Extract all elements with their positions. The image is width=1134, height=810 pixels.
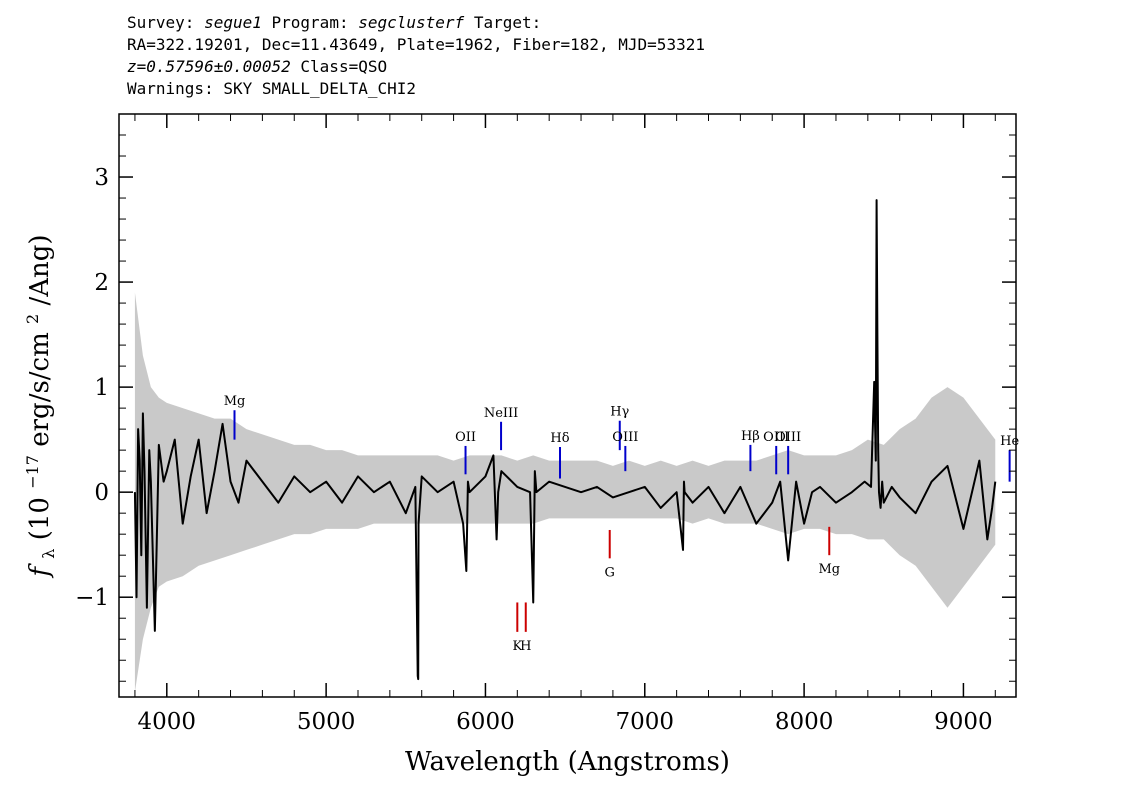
header-line-survey: Survey: segue1 Program: segclusterf Targ… bbox=[127, 12, 1027, 34]
y-axis-label-subscript: λ bbox=[39, 549, 58, 559]
absorption-line-label: Mg bbox=[818, 562, 840, 577]
y-tick-label: 0 bbox=[94, 480, 109, 506]
emission-line-label: Mg bbox=[224, 394, 246, 409]
header-line-warnings: Warnings: SKY SMALL_DELTA_CHI2 bbox=[127, 79, 416, 98]
emission-line-label: OIII bbox=[775, 430, 801, 445]
y-tick-label: −1 bbox=[75, 585, 109, 611]
redshift-value: z=0.57596±0.00052 bbox=[127, 57, 291, 76]
y-axis-label-exponent: −17 bbox=[23, 455, 42, 489]
y-axis-label: f λ (10 −17 erg/s/cm 2 /Ang) bbox=[15, 234, 61, 578]
absorption-line-label: G bbox=[605, 565, 615, 580]
emission-line-label: OIII bbox=[763, 430, 789, 445]
absorption-line-label: K bbox=[512, 639, 522, 654]
emission-line-label: Hβ bbox=[741, 429, 760, 444]
axis-ticks-layer: 4000 5000 6000 7000 8000 9000 −1 0 1 2 3 bbox=[75, 114, 1016, 735]
x-tick-label: 8000 bbox=[775, 709, 834, 735]
survey-value: segue1 bbox=[204, 13, 262, 32]
target-label: Target: bbox=[473, 13, 542, 32]
x-tick-label: 9000 bbox=[934, 709, 993, 735]
y-axis-label-symbol: f bbox=[25, 563, 55, 579]
x-tick-label: 5000 bbox=[297, 709, 356, 735]
emission-line-label: He bbox=[1000, 434, 1019, 449]
plot-frame bbox=[118, 113, 1017, 698]
flux-layer bbox=[133, 199, 997, 681]
x-tick-label: 7000 bbox=[615, 709, 674, 735]
emission-line-label: Hδ bbox=[550, 431, 569, 446]
absorption-line-label: H bbox=[520, 639, 531, 654]
y-axis-label-prefix: (10 bbox=[25, 497, 55, 540]
y-axis-label-suffix: /Ang) bbox=[25, 234, 55, 305]
emission-line-label: NeIII bbox=[484, 406, 518, 421]
x-axis-label: Wavelength (Angstroms) bbox=[405, 747, 730, 777]
y-tick-label: 3 bbox=[94, 165, 109, 191]
error-band-layer bbox=[134, 292, 996, 692]
flux-line bbox=[133, 199, 997, 681]
x-tick-label: 6000 bbox=[456, 709, 515, 735]
class-value: Class=QSO bbox=[300, 57, 388, 76]
emission-line-label: OII bbox=[455, 430, 476, 445]
header-line-redshift: z=0.57596±0.00052 Class=QSO bbox=[127, 56, 1027, 78]
x-tick-label: 4000 bbox=[138, 709, 197, 735]
y-tick-label: 1 bbox=[94, 375, 109, 401]
program-label: Program: bbox=[271, 13, 349, 32]
survey-label: Survey: bbox=[127, 13, 195, 32]
y-axis-label-exponent2: 2 bbox=[23, 314, 42, 324]
program-value: segclusterf bbox=[358, 13, 465, 32]
y-tick-label: 2 bbox=[94, 270, 109, 296]
y-axis-label-middle: erg/s/cm bbox=[25, 332, 55, 447]
flux-error-band bbox=[134, 292, 996, 692]
emission-line-label: Hγ bbox=[610, 405, 629, 420]
header-line-coordinates: RA=322.19201, Dec=11.43649, Plate=1962, … bbox=[127, 35, 705, 54]
spectrum-header: Survey: segue1 Program: segclusterf Targ… bbox=[127, 12, 1027, 100]
emission-line-label: OIII bbox=[612, 430, 638, 445]
